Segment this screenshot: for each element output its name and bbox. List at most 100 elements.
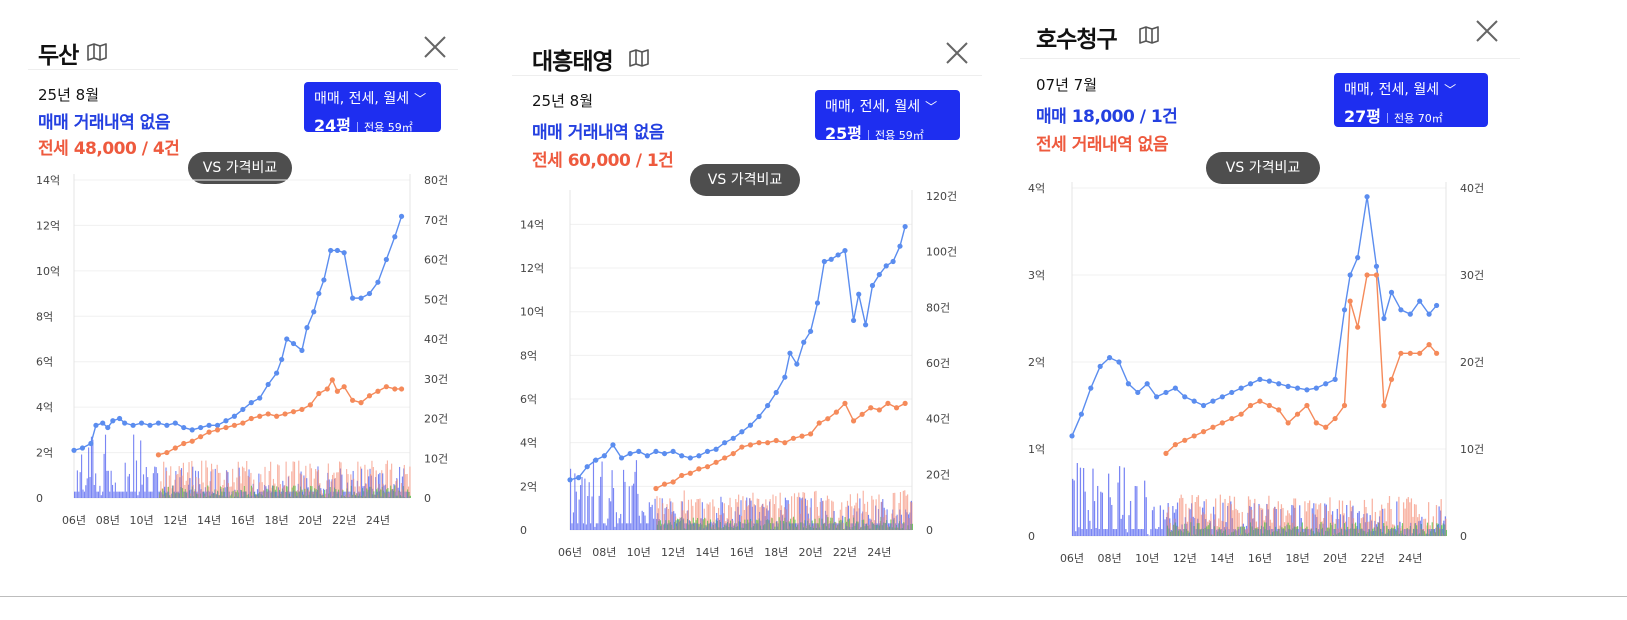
y-right-tick-label: 40건 [926, 413, 950, 426]
sale-volume-bar [117, 491, 119, 498]
jeonse-volume-bar [725, 521, 727, 530]
jeonse-price-point [324, 386, 330, 392]
jeonse-price-point [868, 405, 874, 411]
sale-volume-bar [97, 491, 100, 498]
sale-price-point [198, 424, 204, 431]
sale-volume-bar [189, 478, 191, 498]
jeonse-volume-bar [247, 475, 249, 498]
jeonse-volume-bar [1423, 518, 1425, 536]
sale-summary: 매매 18,000 / 1건 [1036, 107, 1178, 127]
jeonse-volume-bar [1348, 517, 1350, 536]
sale-price-point [856, 291, 862, 297]
chevron-down-icon: ﹀ [414, 92, 427, 106]
sale-volume-bar [647, 523, 649, 530]
sale-price-point [739, 429, 745, 435]
sale-price-point [670, 448, 676, 455]
sale-volume-bar [1172, 506, 1174, 536]
transaction-type-selector[interactable]: 매매, 전세, 월세 ﹀ 25평 전용 59㎡ [815, 90, 960, 143]
sale-volume-bar [1136, 486, 1138, 536]
jeonse-price-point [1373, 272, 1380, 278]
jeonse-price-point [902, 400, 908, 406]
jeonse-volume-bar [1215, 498, 1217, 536]
close-icon[interactable] [1472, 16, 1502, 46]
x-tick-label: 16년 [730, 546, 754, 559]
sale-volume-bar [76, 470, 78, 498]
jeonse-volume-bar [656, 496, 658, 530]
jeonse-volume-bar [1262, 508, 1264, 536]
jeonse-price-line [655, 402, 906, 490]
jeonse-volume-bar [856, 493, 859, 530]
transaction-type-label: 매매, 전세, 월세 [825, 99, 921, 115]
jeonse-price-point [876, 407, 882, 413]
jeonse-price-point [240, 420, 246, 426]
vs-compare-button[interactable]: VS 가격비교 [1206, 152, 1320, 184]
jeonse-volume-bar [1219, 494, 1221, 536]
pyeong-label: 25평 [825, 124, 862, 143]
sale-volume-bar [144, 491, 146, 498]
sale-volume-bar [889, 523, 891, 530]
sale-volume-bar [590, 523, 592, 530]
y-left-tick-label: 8억 [520, 349, 537, 362]
map-icon[interactable] [86, 42, 108, 62]
sale-volume-bar [152, 473, 154, 498]
sale-volume-bar [1090, 529, 1093, 536]
jeonse-volume-bar [1268, 495, 1270, 536]
sale-price-point [897, 243, 903, 249]
jeonse-volume-bar [866, 501, 869, 530]
y-left-tick-label: 2억 [1028, 356, 1045, 369]
vs-compare-button[interactable]: VS 가격비교 [188, 152, 292, 184]
sale-volume-bar [1144, 480, 1146, 536]
jeonse-volume-bar [399, 491, 401, 498]
jeonse-price-point [1266, 402, 1272, 409]
jeonse-price-point [704, 464, 711, 470]
map-icon[interactable] [628, 48, 650, 68]
sale-volume-bar [1128, 515, 1130, 536]
jeonse-volume-bar [334, 477, 336, 498]
sale-volume-bar [1433, 529, 1436, 536]
sale-volume-bar [289, 491, 291, 498]
close-icon[interactable] [942, 38, 972, 68]
sale-price-point [722, 440, 728, 446]
vs-compare-button[interactable]: VS 가격비교 [690, 164, 800, 196]
monthly-volume-bar [827, 517, 829, 530]
jeonse-volume-bar [209, 481, 211, 498]
sale-price-point [593, 457, 599, 463]
sale-volume-bar [114, 482, 116, 498]
jeonse-price-point [1417, 350, 1423, 356]
jeonse-volume-bar [765, 499, 767, 530]
y-right-tick-label: 60건 [926, 357, 950, 370]
sale-volume-bar [362, 486, 364, 498]
jeonse-volume-bar [1388, 496, 1391, 536]
jeonse-volume-bar [165, 471, 168, 498]
sale-volume-bar [601, 461, 603, 530]
jeonse-volume-bar [344, 494, 346, 498]
transaction-type-selector[interactable]: 매매, 전세, 월세 ﹀ 24평 전용 59㎡ [304, 82, 441, 135]
sale-volume-bar [1104, 529, 1107, 536]
monthly-volume-bar [1423, 531, 1426, 536]
bottom-divider [0, 596, 1627, 597]
jeonse-volume-bar [369, 474, 372, 498]
map-icon[interactable] [1138, 25, 1160, 45]
jeonse-volume-bar [1307, 502, 1309, 536]
sale-volume-bar [804, 498, 807, 530]
y-left-tick-label: 4억 [1028, 182, 1045, 195]
sale-volume-bar [1164, 519, 1166, 536]
close-icon[interactable] [420, 32, 450, 62]
sale-volume-bar [643, 512, 645, 530]
price-chart-3: 0 1억 2억 3억 4억 0 10건 20건 30건 40건 06년 08년 10년 12년 14년 16년… [1028, 182, 1484, 565]
sale-volume-bar [628, 486, 630, 530]
monthly-volume-bar [162, 488, 164, 498]
sale-price-point [1341, 307, 1348, 313]
y-right-tick-label: 0 [1460, 530, 1467, 543]
jeonse-volume-bar [229, 486, 231, 498]
transaction-type-selector[interactable]: 매매, 전세, 월세 ﹀ 27평 전용 70㎡ [1334, 73, 1488, 127]
jeonse-volume-bar [871, 495, 873, 530]
sale-volume-bar [1357, 512, 1359, 536]
sale-volume-bar [1120, 518, 1122, 536]
x-tick-label: 16년 [231, 514, 255, 527]
jeonse-volume-bar [730, 507, 733, 530]
sale-price-point [842, 247, 848, 254]
header-divider [1020, 58, 1520, 59]
jeonse-volume-bar [195, 477, 197, 498]
sale-volume-bar [664, 508, 666, 530]
